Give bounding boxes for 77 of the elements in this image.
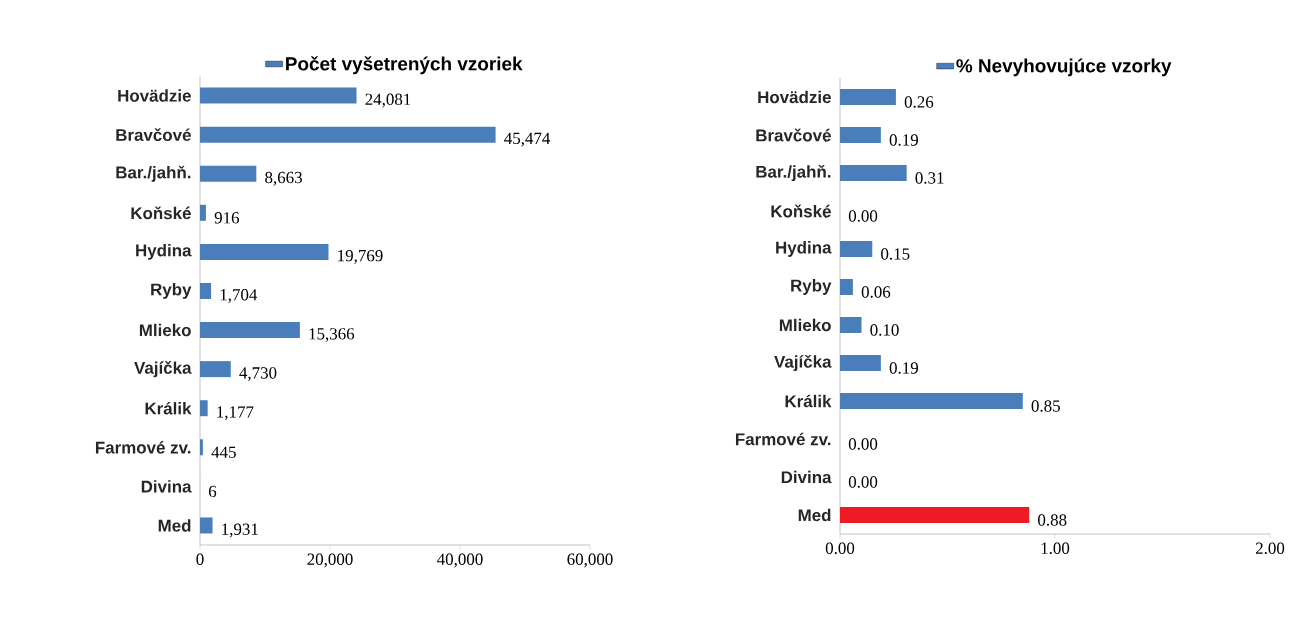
data-label: 1,177 — [217, 406, 254, 421]
y-tick-label: Králik — [785, 394, 832, 408]
data-label: 0.26 — [904, 96, 934, 108]
y-tick-label: Mlieko — [779, 318, 831, 332]
data-label: 0.85 — [1031, 400, 1060, 412]
legend-label: Počet vyšetrených vzoriek — [286, 56, 523, 75]
data-label: 445 — [211, 446, 236, 458]
bar — [200, 439, 203, 456]
data-label: 8,663 — [265, 171, 302, 186]
y-tick-label: Bar./jahň. — [116, 165, 191, 182]
y-tick-label: Ryby — [151, 283, 192, 299]
y-tick-label: Farmové zv. — [95, 441, 191, 454]
bar — [200, 243, 329, 260]
legend-label: % Nevyhovujúce vzorky — [956, 58, 1172, 77]
data-label: 0.88 — [1038, 514, 1067, 526]
data-label: 916 — [214, 212, 240, 224]
y-tick-label: Hovädzie — [118, 89, 191, 102]
y-tick-label: Med — [798, 508, 831, 522]
data-label: 0.06 — [861, 286, 891, 298]
y-tick-label: Bravčové — [116, 128, 191, 142]
bar — [840, 393, 1023, 409]
data-label: 0.31 — [915, 172, 944, 184]
y-tick-label: Vajíčka — [774, 354, 832, 372]
bar — [840, 355, 881, 371]
bar — [840, 127, 881, 143]
y-tick-label: Hydina — [776, 241, 832, 257]
y-tick-label: Mlieko — [139, 323, 191, 337]
bar — [840, 241, 873, 257]
bar — [200, 165, 257, 182]
y-tick-label: Koňské — [131, 206, 191, 220]
data-label: 0.19 — [889, 134, 919, 146]
bar — [840, 89, 896, 105]
bar — [200, 126, 496, 143]
bar — [200, 282, 212, 299]
x-tick-label: 20,000 — [307, 553, 353, 568]
y-tick-label: Med — [158, 519, 191, 532]
y-tick-label: Bar./jahň. — [756, 164, 831, 182]
y-tick-label: Ryby — [791, 279, 832, 295]
data-label: 0.00 — [848, 438, 878, 450]
x-tick-label: 0 — [196, 553, 204, 565]
bar — [200, 361, 231, 378]
data-label: 1,931 — [222, 523, 258, 538]
y-tick-label: Divina — [781, 470, 832, 484]
bar — [840, 507, 1030, 523]
x-tick-label: 40,000 — [437, 553, 483, 568]
bar — [200, 322, 300, 339]
data-label: 15,366 — [309, 328, 355, 342]
data-label: 0.00 — [848, 210, 878, 222]
data-label: 4,730 — [239, 367, 277, 382]
bar — [200, 400, 208, 417]
y-tick-label: Koňské — [771, 204, 831, 218]
bar — [840, 165, 907, 181]
y-tick-label: Králik — [145, 401, 192, 415]
y-tick-label: Farmové zv. — [735, 432, 831, 446]
data-label: 24,081 — [365, 93, 411, 108]
y-tick-label: Bravčové — [756, 128, 831, 142]
data-label: 0.19 — [889, 362, 919, 374]
data-label: 0.00 — [848, 476, 878, 488]
y-tick-label: Hovädzie — [758, 90, 831, 104]
y-tick-label: Hydina — [136, 243, 192, 260]
bar — [200, 517, 213, 534]
data-label: 19,769 — [338, 249, 383, 264]
y-tick-label: Vajíčka — [134, 361, 192, 378]
bar — [840, 279, 853, 295]
data-label: 45,474 — [504, 132, 551, 147]
bar — [200, 87, 357, 104]
data-label: 6 — [208, 485, 217, 498]
x-tick-label: 60,000 — [567, 553, 613, 568]
data-label: 1,704 — [220, 289, 258, 303]
bar — [840, 317, 862, 333]
x-tick-label: 2.00 — [1255, 542, 1285, 555]
data-label: 0.10 — [870, 324, 899, 336]
x-tick-label: 1.00 — [1041, 542, 1070, 555]
y-tick-label: Divina — [141, 480, 192, 493]
data-label: 0.15 — [881, 248, 910, 260]
x-tick-label: 0.00 — [825, 542, 855, 555]
bar — [200, 204, 206, 221]
